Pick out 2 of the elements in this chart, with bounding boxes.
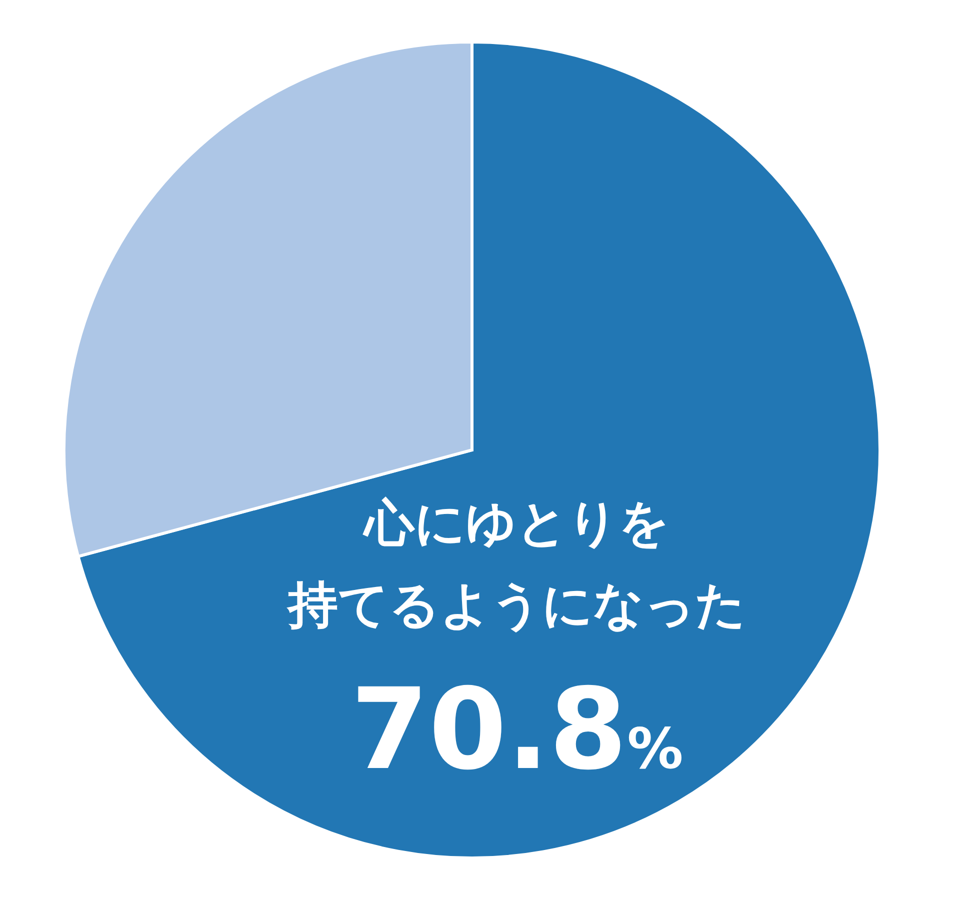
data-label: 70.8% [350,665,684,795]
slice-label: 心にゆとりを持てるようになった [286,494,746,634]
